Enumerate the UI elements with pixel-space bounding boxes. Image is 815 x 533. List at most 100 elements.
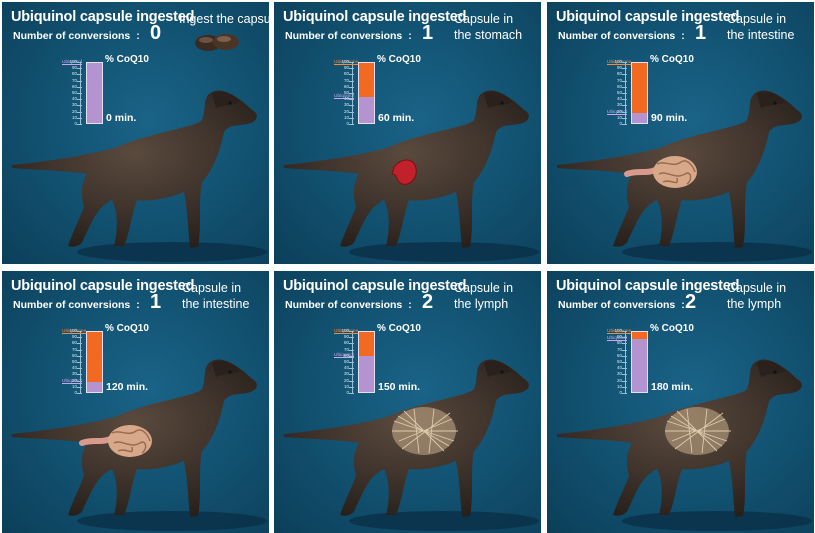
conversions-label: Number of conversions: bbox=[285, 299, 412, 311]
axis-tick-label: 90 bbox=[71, 334, 77, 340]
axis-tick-label: 60 bbox=[343, 83, 349, 89]
axis-tick-label: 20 bbox=[616, 108, 622, 114]
panel-title: Ubiquinol capsule ingested bbox=[283, 278, 467, 294]
conversions-count: 2 bbox=[685, 291, 697, 313]
coq10-bar bbox=[631, 331, 648, 393]
axis-tick-label: 30 bbox=[343, 371, 349, 377]
axis-tick-label: 10 bbox=[343, 114, 349, 120]
conversions-colon: : bbox=[408, 30, 412, 42]
axis-tick-label: 80 bbox=[343, 340, 349, 346]
conversions-count: 1 bbox=[422, 22, 434, 44]
axis-tick bbox=[622, 124, 627, 125]
axis-tick bbox=[77, 117, 82, 119]
panel-3: Ubiquinol capsule ingested Number of con… bbox=[547, 2, 814, 264]
panel-title: Ubiquinol capsule ingested bbox=[11, 9, 195, 25]
axis-tick bbox=[622, 117, 627, 119]
panel-4: Ubiquinol capsule ingested Number of con… bbox=[2, 271, 269, 533]
stage-caption: Capsule in the lymph bbox=[454, 281, 514, 311]
stage-caption: Capsule in the lymph bbox=[727, 281, 787, 311]
axis-tick bbox=[77, 62, 82, 63]
axis-tick bbox=[77, 374, 82, 376]
coq10-chart: Ubiquinone Ubiquinol 100 90 80 70 60 50 40 30 20… bbox=[62, 323, 182, 403]
axis-tick bbox=[349, 380, 354, 382]
axis-tick bbox=[622, 99, 627, 101]
ubiquinol-label: Ubiquinol bbox=[334, 94, 355, 100]
ubiquinol-fill bbox=[87, 63, 102, 123]
axis-tick-label: 40 bbox=[616, 96, 622, 102]
dog-illustration bbox=[12, 90, 267, 262]
ubiquinone-fill bbox=[359, 332, 374, 356]
axis-tick-label: 50 bbox=[71, 359, 77, 364]
axis-tick-label: 70 bbox=[71, 77, 77, 83]
coq10-chart: Ubiquinone Ubiquinol 100 90 80 70 60 50 40 30 20… bbox=[607, 54, 727, 134]
conversions-label: Number of conversions: bbox=[13, 30, 140, 42]
ubiquinol-fill bbox=[632, 110, 647, 123]
axis-tick bbox=[77, 362, 82, 363]
axis-tick-label: 100 bbox=[69, 59, 77, 64]
axis-tick bbox=[77, 111, 82, 113]
axis-tick-label: 70 bbox=[343, 346, 349, 352]
axis-tick bbox=[349, 105, 354, 107]
axis-tick-label: 40 bbox=[71, 365, 77, 371]
panel-title: Ubiquinol capsule ingested bbox=[556, 9, 740, 25]
axis-tick-label: 30 bbox=[616, 371, 622, 377]
axis-tick-label: 20 bbox=[616, 377, 622, 383]
coq10-bar bbox=[86, 331, 103, 393]
ubiquinone-fill bbox=[87, 332, 102, 382]
ubiquinol-fill bbox=[87, 379, 102, 392]
axis-tick bbox=[349, 93, 354, 94]
axis-tick bbox=[349, 68, 354, 70]
axis-tick bbox=[622, 374, 627, 376]
conversions-count: 1 bbox=[695, 22, 707, 44]
axis-tick-label: 70 bbox=[343, 77, 349, 83]
axis-tick bbox=[622, 62, 627, 63]
panel-title: Ubiquinol capsule ingested bbox=[556, 278, 740, 294]
conversions-count: 2 bbox=[422, 291, 434, 313]
axis-tick bbox=[77, 386, 82, 388]
stage-caption: Capsule in the intestine bbox=[727, 12, 795, 42]
axis-tick bbox=[349, 374, 354, 376]
axis-tick-label: 40 bbox=[616, 365, 622, 371]
axis-tick bbox=[349, 117, 354, 119]
conversions-count: 1 bbox=[150, 291, 162, 313]
time-label: 150 min. bbox=[378, 381, 421, 393]
axis-tick-label: 80 bbox=[71, 340, 77, 346]
axis-tick-label: 0 bbox=[74, 390, 77, 395]
dog-illustration bbox=[557, 90, 812, 262]
time-label: 120 min. bbox=[106, 381, 149, 393]
chart-title: % CoQ10 bbox=[650, 323, 694, 334]
axis-tick-label: 50 bbox=[343, 90, 349, 95]
axis-tick bbox=[622, 74, 627, 76]
ubiquinol-fill bbox=[359, 353, 374, 392]
axis-tick-label: 70 bbox=[71, 346, 77, 352]
chart-title: % CoQ10 bbox=[377, 54, 421, 65]
axis-tick bbox=[349, 362, 354, 363]
axis-tick-label: 30 bbox=[343, 102, 349, 108]
axis-tick bbox=[622, 337, 627, 339]
axis-tick bbox=[622, 393, 627, 394]
panel-1: Ubiquinol capsule ingested Number of con… bbox=[2, 2, 269, 264]
coq10-bar bbox=[358, 62, 375, 124]
dog-illustration bbox=[557, 359, 812, 531]
axis-tick-label: 90 bbox=[616, 65, 622, 71]
dog-illustration bbox=[12, 359, 267, 531]
conversions-colon: : bbox=[681, 30, 685, 42]
axis-tick-label: 40 bbox=[343, 96, 349, 102]
axis-tick bbox=[77, 380, 82, 382]
axis-tick bbox=[77, 343, 82, 345]
axis-tick bbox=[349, 368, 354, 370]
axis-tick bbox=[349, 86, 354, 88]
axis-tick bbox=[349, 80, 354, 82]
axis-tick-label: 0 bbox=[346, 121, 349, 126]
axis-tick-label: 90 bbox=[71, 65, 77, 71]
axis-tick bbox=[622, 368, 627, 370]
axis-tick bbox=[349, 99, 354, 101]
panel-2: Ubiquinol capsule ingested Number of con… bbox=[274, 2, 541, 264]
axis-tick-label: 50 bbox=[616, 359, 622, 364]
ubiquinone-label: Ubiquinone bbox=[607, 60, 632, 65]
axis-tick-label: 0 bbox=[346, 390, 349, 395]
axis-tick bbox=[622, 86, 627, 88]
axis-tick bbox=[622, 349, 627, 351]
axis-tick-label: 30 bbox=[71, 102, 77, 108]
axis-tick bbox=[77, 331, 82, 332]
